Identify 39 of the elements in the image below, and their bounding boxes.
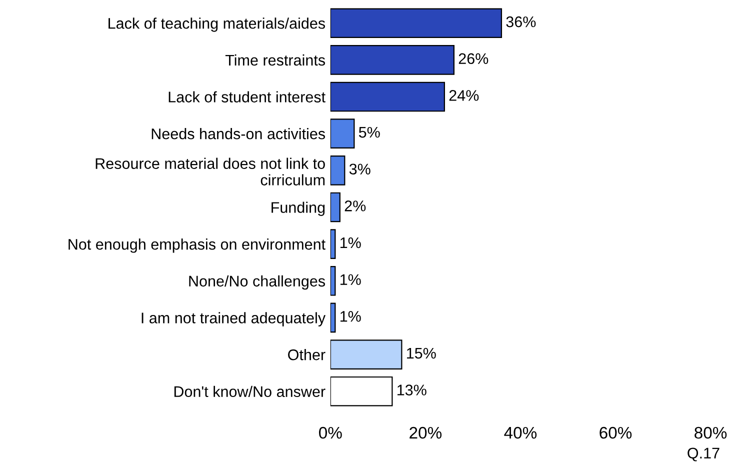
text: Q.17 xyxy=(688,448,720,462)
bar xyxy=(330,192,340,222)
data-label: 15% xyxy=(407,348,436,359)
data-label: 1% xyxy=(340,237,361,248)
data-label: 24% xyxy=(449,90,479,101)
bar xyxy=(330,376,393,406)
data-label: 5% xyxy=(358,126,380,138)
x-tick-label: 40% xyxy=(504,426,537,439)
bar xyxy=(330,82,446,112)
y-tick-label: Resource material does not link to cirriculum xyxy=(96,158,325,186)
y-tick-label: I am not trained adequately xyxy=(142,312,326,326)
y-tick-label: Don't know/No answer xyxy=(174,386,326,398)
data-label: 2% xyxy=(344,200,366,212)
y-tick-label: Funding xyxy=(272,202,325,216)
y-tick-label: Not enough emphasis on environment xyxy=(68,238,326,253)
data-label: 36% xyxy=(506,16,536,28)
y-tick-label: Time restraints xyxy=(225,54,326,66)
bar xyxy=(330,156,346,186)
data-label: 1% xyxy=(340,311,361,322)
data-label: 3% xyxy=(349,164,370,175)
data-label: 26% xyxy=(458,53,488,64)
y-tick-label: Other xyxy=(288,349,326,360)
bar xyxy=(330,45,455,75)
x-tick-label: 20% xyxy=(410,426,442,439)
bar xyxy=(330,340,402,370)
bar xyxy=(330,118,355,149)
bar xyxy=(330,302,336,333)
bar xyxy=(330,266,336,296)
y-tick-label: None/No challenges xyxy=(189,275,326,290)
y-tick-label: Needs hands-on activities xyxy=(152,128,326,140)
x-tick-label: 60% xyxy=(600,426,632,439)
bar xyxy=(330,8,502,38)
y-tick-label: Lack of student interest xyxy=(168,91,326,102)
x-tick-label: 80% xyxy=(694,426,727,439)
data-label: 1% xyxy=(340,274,361,285)
bar xyxy=(330,229,336,259)
data-label: 13% xyxy=(398,384,426,396)
y-tick-label: Lack of teaching materials/aides xyxy=(108,18,326,32)
x-tick-label: 0% xyxy=(319,426,342,439)
